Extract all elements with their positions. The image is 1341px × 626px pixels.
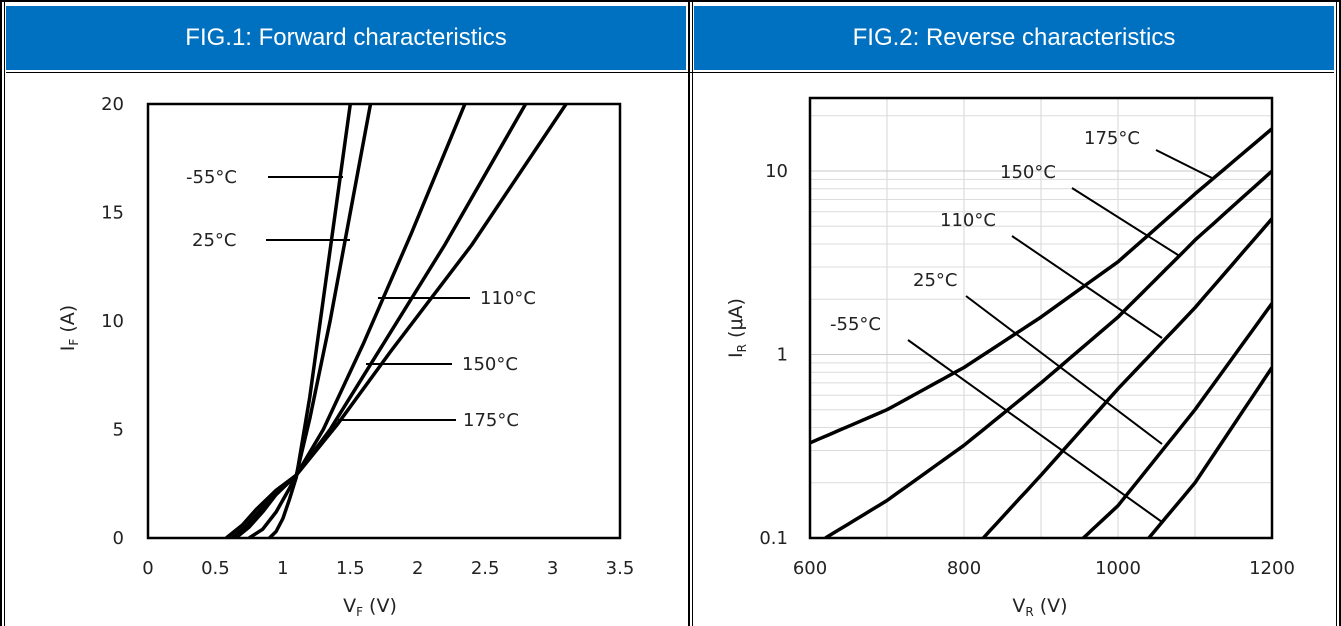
fig2-series-label-150c: 150°C bbox=[1000, 162, 1056, 183]
fig2-series-group bbox=[810, 127, 1272, 538]
fig1-series-label-minus55c: -55°C bbox=[186, 167, 237, 188]
fig1-x-tick-label-6: 3 bbox=[547, 558, 558, 579]
fig2-x-tick-label-3: 1200 bbox=[1249, 558, 1295, 579]
fig1-series-group bbox=[225, 104, 568, 538]
fig2-leader-25c bbox=[965, 295, 1163, 445]
fig1-x-tick-label-7: 3.5 bbox=[606, 558, 635, 579]
fig2-x-axis-label: VR (V) bbox=[1012, 595, 1067, 619]
fig1-x-axis-label-unit: (V) bbox=[363, 595, 397, 617]
fig1-series-label-175c: 175°C bbox=[463, 410, 519, 431]
fig2-x-axis-label-sub: R bbox=[1025, 605, 1033, 619]
fig2-y-axis-label-sub: R bbox=[735, 344, 749, 352]
fig1-y-tick-label-0: 0 bbox=[113, 528, 124, 549]
fig2-series-110c bbox=[982, 217, 1272, 538]
fig2-leader-175c bbox=[1155, 149, 1213, 179]
fig1-y-axis-label: IF (A) bbox=[57, 305, 81, 351]
fig2-x-axis-label-main: V bbox=[1012, 595, 1025, 617]
panel-divider-inner bbox=[692, 0, 693, 626]
fig1-y-tick-label-3: 15 bbox=[101, 203, 124, 224]
fig2-y-axis-label-unit: (μA) bbox=[725, 298, 747, 344]
fig1-y-axis-label-sub: F bbox=[67, 339, 81, 346]
fig1-series-label-150c: 150°C bbox=[462, 354, 518, 375]
fig2-title: FIG.2: Reverse characteristics bbox=[694, 6, 1334, 70]
frame-inner-left-border bbox=[4, 0, 5, 626]
fig2-series-150c bbox=[824, 169, 1272, 538]
fig2-x-tick-label-2: 1000 bbox=[1095, 558, 1141, 579]
fig1-x-tick-label-3: 1.5 bbox=[336, 558, 365, 579]
fig1-y-tick-label-1: 5 bbox=[113, 420, 124, 441]
fig1-x-tick-label-1: 0.5 bbox=[201, 558, 230, 579]
fig2-y-tick-label-2: 10 bbox=[765, 161, 788, 182]
fig2-series-label-175c: 175°C bbox=[1084, 128, 1140, 149]
fig2-y-tick-label-1: 1 bbox=[777, 345, 788, 366]
fig2-leader-110c bbox=[1011, 235, 1163, 339]
fig1-y-tick-label-2: 10 bbox=[101, 311, 124, 332]
fig2-series-175c bbox=[810, 127, 1272, 445]
fig1-title: FIG.1: Forward characteristics bbox=[6, 6, 686, 70]
panel-divider bbox=[688, 0, 690, 626]
fig1-x-axis-label-sub: F bbox=[356, 605, 363, 619]
fig1-y-axis-label-unit: (A) bbox=[57, 305, 79, 339]
fig1-series-label-110c: 110°C bbox=[480, 288, 536, 309]
fig2-grid bbox=[810, 98, 1272, 538]
fig2-series-minus55c bbox=[1147, 366, 1272, 538]
fig2-series-label-110c: 110°C bbox=[940, 210, 996, 231]
fig2-y-tick-label-0: 0.1 bbox=[759, 528, 788, 549]
fig2-x-axis-label-unit: (V) bbox=[1034, 595, 1068, 617]
fig1-x-tick-label-2: 1 bbox=[277, 558, 288, 579]
fig1-x-axis-label-main: V bbox=[343, 595, 356, 617]
header-rule bbox=[6, 72, 1334, 73]
fig2-series-label-minus55c: -55°C bbox=[830, 314, 881, 335]
fig2-y-axis-label: IR (μA) bbox=[725, 298, 749, 358]
fig2-series-label-25c: 25°C bbox=[913, 270, 957, 291]
fig1-x-tick-label-4: 2 bbox=[412, 558, 423, 579]
fig2-leader-minus55c bbox=[907, 339, 1163, 523]
fig2-y-axis-label-main: I bbox=[725, 352, 747, 358]
fig1-y-axis-label-main: I bbox=[57, 346, 79, 352]
fig2-x-tick-label-0: 600 bbox=[793, 558, 827, 579]
fig1-x-tick-label-5: 2.5 bbox=[471, 558, 500, 579]
fig1-x-tick-label-0: 0 bbox=[142, 558, 153, 579]
fig1-x-axis-label: VF (V) bbox=[343, 595, 397, 619]
fig2-leader-150c bbox=[1071, 187, 1179, 256]
fig2-plot-border bbox=[808, 96, 1274, 540]
fig1-plot-border bbox=[146, 102, 622, 540]
fig2-series-25c bbox=[1082, 302, 1272, 538]
fig1-series-label-25c: 25°C bbox=[192, 230, 236, 251]
fig2-x-tick-label-1: 800 bbox=[947, 558, 981, 579]
frame-inner-right-border bbox=[1336, 0, 1337, 626]
fig1-series-175c bbox=[225, 104, 568, 538]
fig1-y-tick-label-4: 20 bbox=[101, 94, 124, 115]
